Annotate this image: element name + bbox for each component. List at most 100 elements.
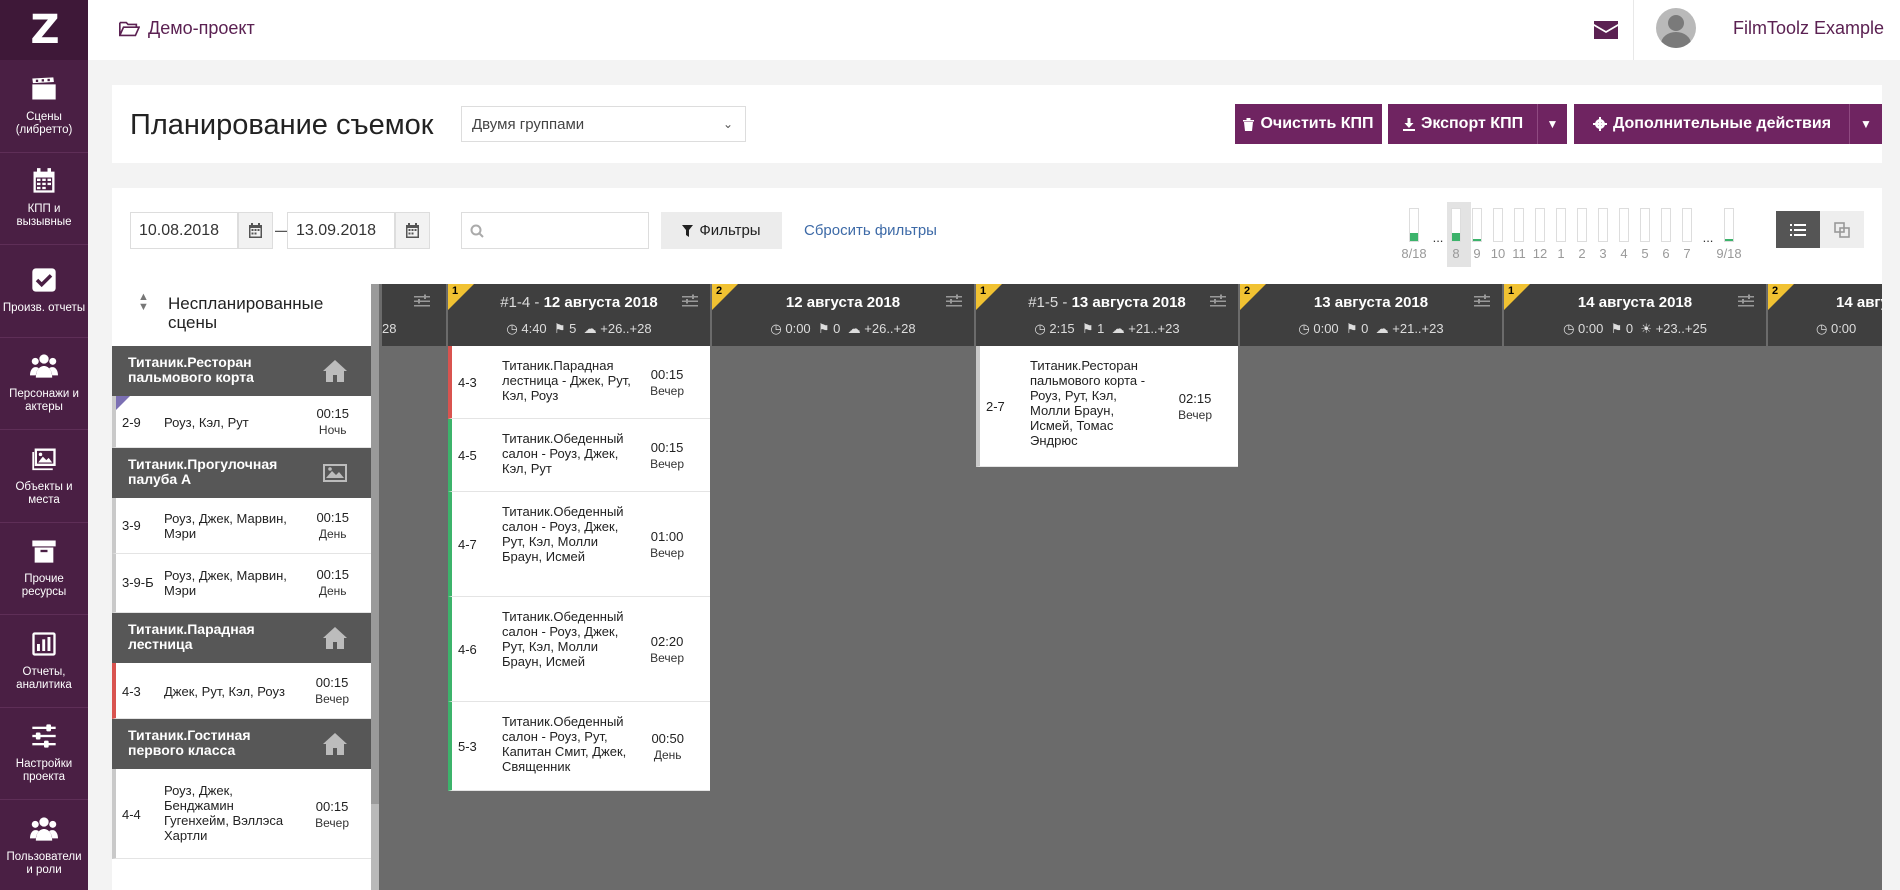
scene-daypart: Вечер [1178, 407, 1212, 422]
clear-schedule-button[interactable]: Очистить КПП [1235, 104, 1382, 144]
scheduled-scene[interactable]: 4-3 Титаник.Парадная лестница - Джек, Рут… [448, 346, 710, 419]
sparkline-bar [1556, 208, 1566, 242]
export-schedule-button[interactable]: Экспорт КПП [1388, 104, 1538, 144]
day-date: 13 августа 2018 [1071, 294, 1186, 311]
export-dropdown-toggle[interactable]: ▼ [1537, 104, 1567, 144]
scheduled-scene[interactable]: 2-7 Титаник.Ресторан пальмового корта - Р… [976, 346, 1238, 467]
list-icon [1790, 223, 1806, 236]
scheduled-scene[interactable]: 4-7 Титаник.Обеденный салон - Роуз, Джек,… [448, 492, 710, 597]
sidebar-item-label: Пользователи и роли [6, 850, 82, 876]
scene-duration: 00:15 День [316, 567, 349, 599]
unscheduled-scene[interactable]: 4-3 Джек, Рут, Кэл, Роуз 00:15 Вечер [112, 663, 371, 719]
sidebar-item-label: Персонажи и актеры [9, 388, 79, 414]
unscheduled-scene[interactable]: 2-9 Роуз, Кэл, Рут 00:15 Ночь [112, 396, 371, 448]
logo[interactable]: Z [0, 0, 88, 60]
avatar[interactable] [1656, 8, 1696, 48]
settings-icon[interactable] [1738, 294, 1754, 308]
scene-duration: 02:20 Вечер [650, 634, 684, 666]
filters-button[interactable]: Фильтры [661, 212, 782, 249]
sidebar-item-reports[interactable]: Произв. отчеты [0, 245, 88, 338]
settings-icon[interactable] [1210, 294, 1226, 308]
unscheduled-scrollbar[interactable] [371, 284, 379, 890]
sidebar-item-settings[interactable]: Настройки проекта [0, 708, 88, 800]
more-actions-dropdown-toggle[interactable]: ▼ [1849, 104, 1882, 144]
day-scene-list: 2-7 Титаник.Ресторан пальмового корта - Р… [976, 346, 1238, 467]
group-mode-select[interactable]: Двумя группами ⌄ [461, 106, 746, 142]
scene-duration: 00:15 День [316, 510, 349, 542]
sparkline-day[interactable]: 8/18 [1401, 208, 1427, 264]
scheduled-scene[interactable]: 4-5 Титаник.Обеденный салон - Роуз, Джек,… [448, 419, 710, 492]
sidebar-item-schedule[interactable]: КПП и вызывные [0, 153, 88, 245]
sidebar-item-analytics[interactable]: Отчеты, аналитика [0, 615, 88, 708]
sparkline-label: 7 [1683, 246, 1691, 261]
scene-daypart: День [318, 527, 347, 541]
day-duration: 4:40 [521, 321, 547, 336]
sparkline-day[interactable]: 9 [1467, 208, 1487, 264]
sidebar-item-locations[interactable]: Объекты и места [0, 430, 88, 523]
unscheduled-scene[interactable]: 3-9-Б Роуз, Джек, Марвин, Мэри 00:15 День [112, 554, 371, 613]
sparkline-day[interactable]: 12 [1530, 208, 1550, 264]
day-column-header: 1 14 августа 2018 ◷ 0:00 ⚑ 0 ☀ +23..+25 [1504, 284, 1766, 346]
project-switcher[interactable]: Демо-проект [118, 18, 255, 39]
more-actions-button[interactable]: Дополнительные действия [1574, 104, 1850, 144]
sparkline-day[interactable]: 2 [1572, 208, 1592, 264]
sparkline-day[interactable]: 5 [1635, 208, 1655, 264]
scheduled-scene[interactable]: 4-6 Титаник.Обеденный салон - Роуз, Джек,… [448, 597, 710, 702]
scene-duration: 00:15 Ночь [316, 406, 349, 438]
sparkline-day[interactable]: 11 [1509, 208, 1529, 264]
sparkline-day[interactable]: ... [1428, 208, 1448, 264]
chevron-down-icon: ▼ [1860, 117, 1872, 131]
sparkline-day[interactable]: 9/18 [1716, 208, 1742, 264]
sparkline-day[interactable]: 1 [1551, 208, 1571, 264]
scrollbar-thumb[interactable] [371, 284, 379, 804]
settings-icon[interactable] [682, 294, 698, 308]
day-date: 14 авгу [1836, 294, 1882, 311]
date-to-input[interactable]: 13.09.2018 [287, 212, 395, 249]
sparkline-day[interactable]: 10 [1488, 208, 1508, 264]
group-corner [1504, 284, 1530, 310]
username[interactable]: FilmToolz Example [1733, 18, 1885, 38]
date-to-picker[interactable] [395, 212, 430, 249]
date-from-picker[interactable] [238, 212, 273, 249]
project-name: Демо-проект [148, 18, 255, 38]
search-input[interactable] [461, 212, 649, 249]
settings-icon[interactable] [414, 294, 430, 308]
sparkline-label: 12 [1532, 246, 1548, 261]
day-code: #1-4 - [500, 294, 544, 311]
scene-number: 3-9-Б [122, 575, 154, 590]
location-name: Титаник.Гостиная первого класса [128, 727, 251, 758]
sparkline-day[interactable]: 4 [1614, 208, 1634, 264]
reset-filters-link[interactable]: Сбросить фильтры [804, 222, 937, 239]
day-column-header: 2 14 авгу ◷ 0:00 [1768, 284, 1882, 346]
settings-icon[interactable] [1474, 294, 1490, 308]
list-view-button[interactable] [1776, 211, 1820, 248]
sparkline-day[interactable]: ... [1698, 208, 1718, 264]
sort-icon[interactable]: ▲ ▼ [138, 291, 149, 313]
day-duration: 0:00 [785, 321, 811, 336]
unscheduled-header: ▲ ▼ Неспланированные сцены [112, 284, 371, 346]
unscheduled-scene[interactable]: 3-9 Роуз, Джек, Марвин, Мэри 00:15 День [112, 498, 371, 554]
day-column: 1 #1-5 - 13 августа 2018 ◷ 2:15 ⚑ 1 ☁ +2… [976, 284, 1238, 890]
grid-view-button[interactable] [1820, 211, 1864, 248]
sidebar-item-users[interactable]: Пользователи и роли [0, 800, 88, 890]
sidebar-item-characters[interactable]: Персонажи и актеры [0, 338, 88, 430]
location-name: Титаник.Прогулочная палуба А [128, 456, 278, 487]
mail-button[interactable] [1581, 16, 1631, 44]
bar-chart-icon [32, 632, 56, 656]
sparkline-label: 11 [1512, 246, 1526, 261]
sparkline-day[interactable]: 7 [1677, 208, 1697, 264]
unscheduled-scene[interactable]: 4-4 Роуз, Джек, Бенджамин Гугенхейм, Вэл… [112, 769, 371, 859]
settings-icon[interactable] [946, 294, 962, 308]
date-from-input[interactable]: 10.08.2018 [130, 212, 238, 249]
sidebar-item-resources[interactable]: Прочие ресурсы [0, 523, 88, 615]
sparkline-day[interactable]: 3 [1593, 208, 1613, 264]
day-column: 1 14 августа 2018 ◷ 0:00 ⚑ 0 ☀ +23..+25 [1504, 284, 1766, 890]
day-title: 13 августа 2018 [1240, 294, 1502, 311]
gear-icon [1592, 117, 1607, 131]
sparkline-day[interactable]: 6 [1656, 208, 1676, 264]
scene-time: 02:15 [1178, 390, 1212, 406]
sparkline-day[interactable]: 8 [1446, 208, 1466, 264]
scheduled-scene[interactable]: 5-3 Титаник.Обеденный салон - Роуз, Рут, … [448, 702, 710, 791]
sparkline-fill [1410, 233, 1418, 241]
sidebar-item-scenes[interactable]: Сцены (либретто) [0, 60, 88, 153]
